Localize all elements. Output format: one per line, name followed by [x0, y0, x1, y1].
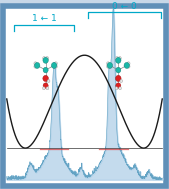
- Circle shape: [54, 62, 57, 65]
- Circle shape: [43, 75, 48, 81]
- Circle shape: [116, 75, 121, 81]
- Circle shape: [54, 65, 57, 68]
- Circle shape: [107, 62, 113, 68]
- Circle shape: [127, 62, 130, 65]
- Circle shape: [115, 57, 118, 60]
- Circle shape: [47, 80, 50, 83]
- Circle shape: [46, 87, 49, 90]
- Circle shape: [51, 62, 57, 68]
- Circle shape: [34, 62, 40, 68]
- Circle shape: [43, 57, 46, 60]
- Circle shape: [43, 83, 48, 88]
- Circle shape: [127, 65, 130, 68]
- Circle shape: [107, 65, 110, 68]
- Text: 1 ← 1: 1 ← 1: [32, 14, 56, 23]
- Circle shape: [116, 83, 121, 88]
- Circle shape: [43, 57, 48, 63]
- Circle shape: [43, 87, 45, 90]
- Circle shape: [116, 67, 121, 73]
- Circle shape: [43, 67, 48, 73]
- Circle shape: [34, 62, 37, 65]
- Circle shape: [124, 62, 129, 68]
- Circle shape: [34, 65, 37, 68]
- FancyBboxPatch shape: [3, 6, 166, 186]
- Circle shape: [46, 57, 49, 60]
- Circle shape: [116, 57, 121, 63]
- Circle shape: [115, 87, 118, 90]
- Circle shape: [119, 87, 121, 90]
- Circle shape: [120, 80, 123, 83]
- Circle shape: [107, 62, 110, 65]
- Circle shape: [118, 57, 121, 60]
- Text: 0 ← 0: 0 ← 0: [112, 2, 137, 11]
